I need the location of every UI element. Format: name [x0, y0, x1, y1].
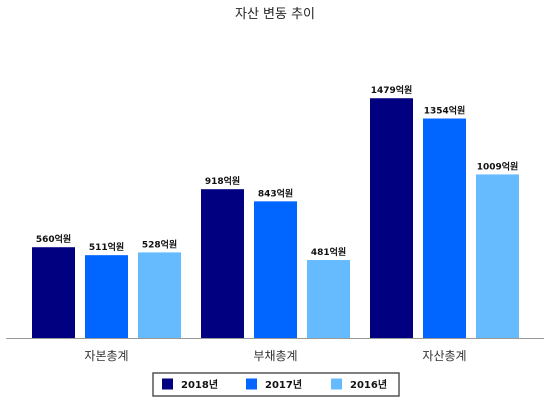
bar-1-1: [32, 247, 75, 338]
data-label-3-2: 1354억원: [424, 105, 466, 117]
legend-swatch-2: [246, 378, 257, 390]
bar-1-3: [138, 252, 181, 338]
bar-2-1: [201, 189, 244, 338]
bar-3-2: [423, 118, 466, 338]
legend-label-3: 2016년: [350, 378, 387, 391]
legend-swatch-1: [162, 378, 173, 390]
chart-title: 자산 변동 추이: [235, 7, 315, 22]
legend-label-2: 2017년: [265, 378, 302, 391]
legend: 2018년 2017년 2016년: [152, 372, 400, 397]
category-label-2: 부채총계: [253, 349, 297, 363]
bar-3-3: [476, 174, 519, 338]
data-label-1-2: 511억원: [89, 241, 124, 253]
data-label-3-3: 1009억원: [477, 160, 519, 172]
category-label-3: 자산총계: [422, 349, 466, 363]
bar-3-1: [370, 98, 413, 339]
legend-label-1: 2018년: [181, 378, 218, 391]
data-label-1-3: 528억원: [142, 238, 177, 250]
data-label-1-1: 560억원: [36, 233, 71, 245]
bar-2-3: [307, 260, 350, 338]
bar-1-2: [85, 255, 128, 338]
data-label-2-1: 918억원: [205, 175, 240, 187]
data-label-2-2: 843억원: [258, 187, 293, 199]
category-label-1: 자본총계: [84, 349, 128, 363]
bar-2-2: [254, 201, 297, 338]
category-labels: 자본총계 부채총계 자산총계: [84, 349, 466, 363]
data-label-3-1: 1479억원: [371, 84, 413, 96]
data-label-2-3: 481억원: [311, 246, 346, 258]
legend-swatch-3: [331, 378, 342, 390]
bars-layer: 560억원 511억원 528억원 918억원 843억원 481억원 1479억원 1354…: [32, 84, 519, 339]
